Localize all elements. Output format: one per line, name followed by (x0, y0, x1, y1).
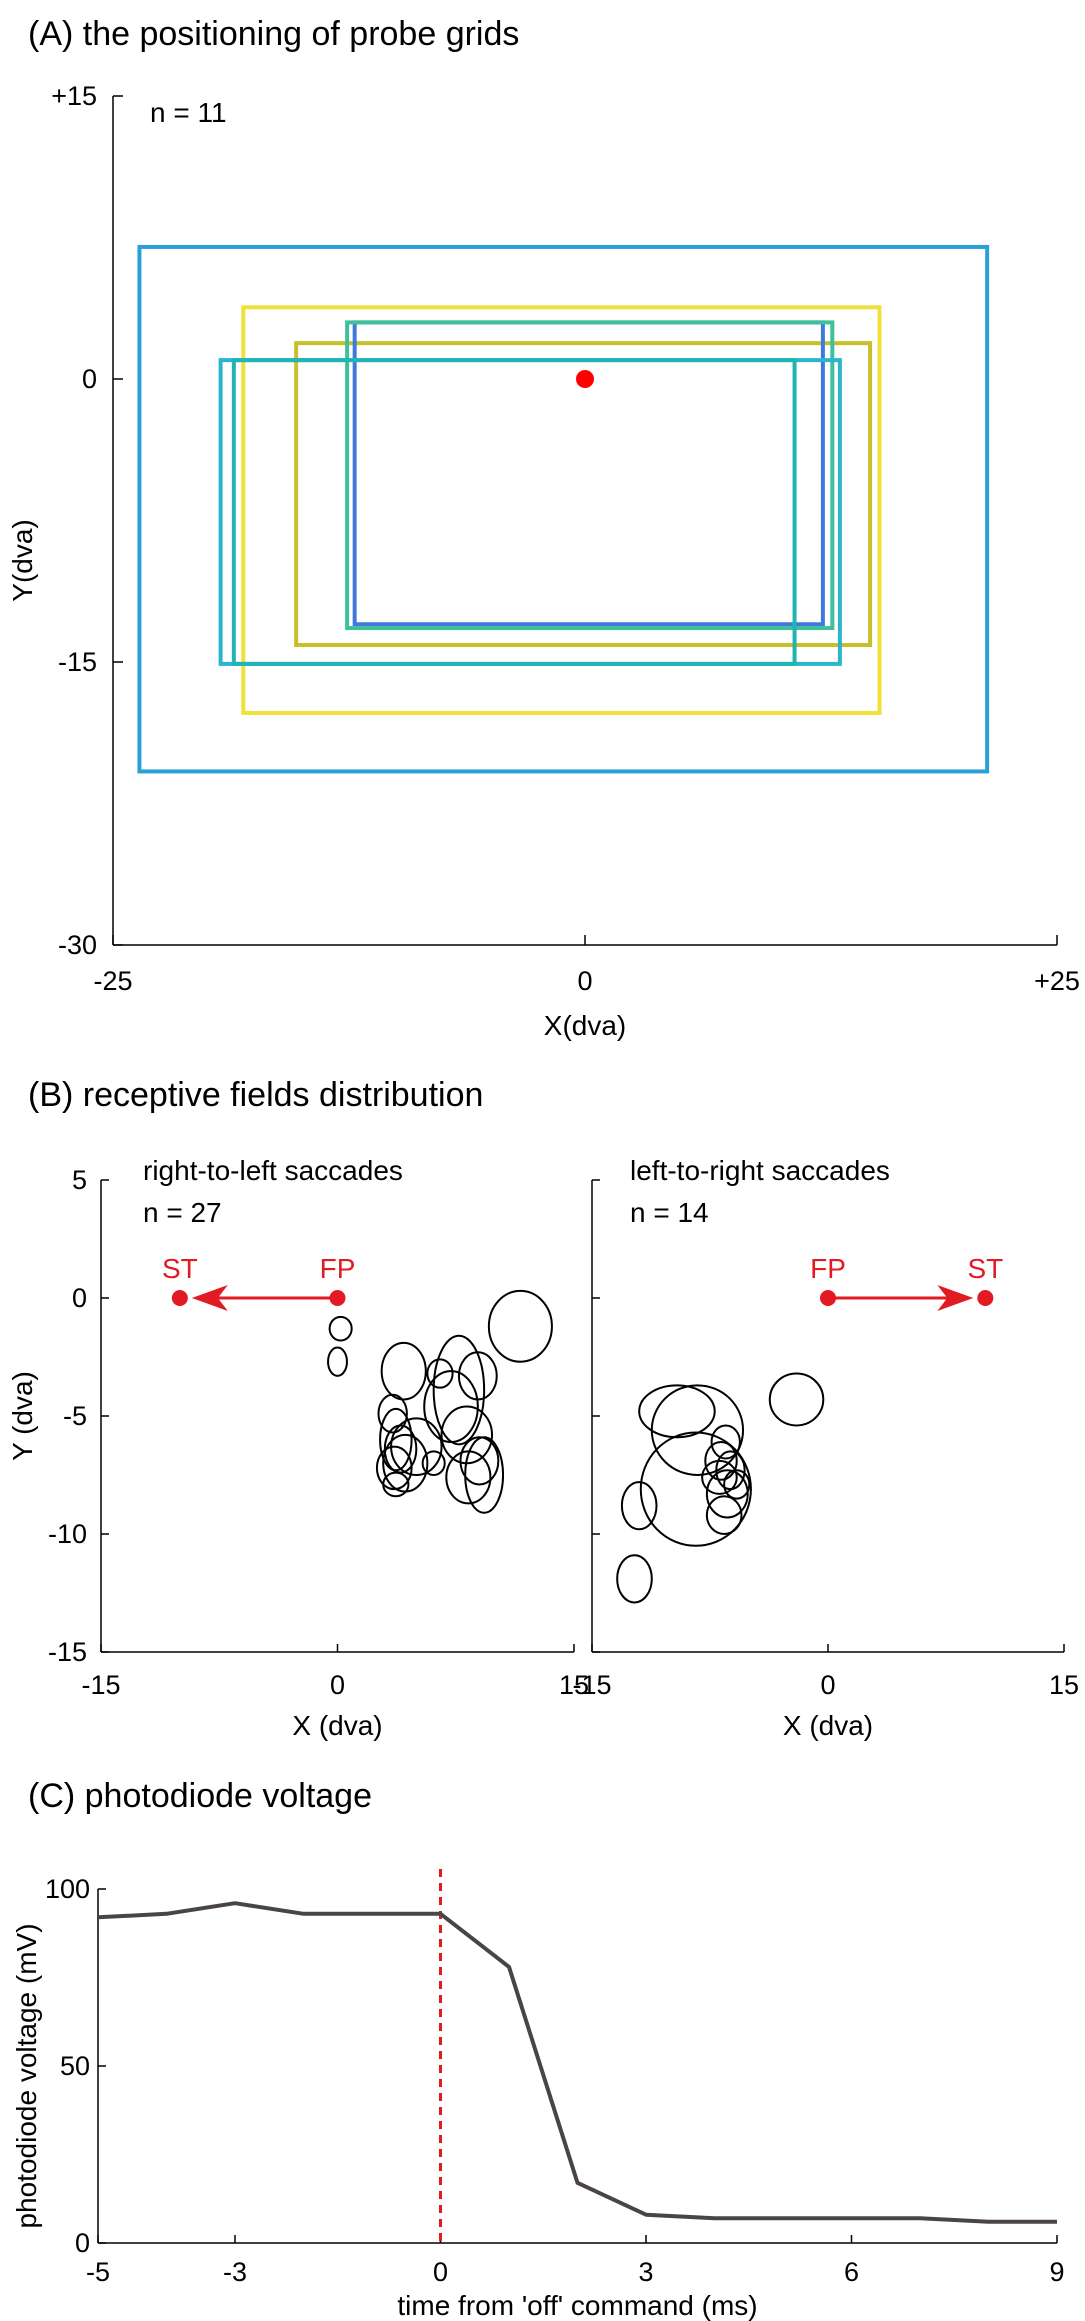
receptive-field-contour (445, 1450, 492, 1505)
sample-count: n = 27 (143, 1197, 222, 1228)
receptive-field-contour (432, 1334, 486, 1446)
receptive-field-contour (426, 1358, 454, 1389)
fixation-point-marker (820, 1290, 836, 1306)
x-tick-label: +25 (1034, 966, 1080, 996)
y-tick-label: -15 (48, 1637, 87, 1667)
probe-grid-rect (345, 320, 835, 631)
saccade-arrow-head (937, 1285, 974, 1311)
x-tick-label: -3 (223, 2257, 247, 2287)
saccade-target-marker (977, 1290, 994, 1306)
x-axis-label: X (dva) (783, 1710, 873, 1741)
probe-grid-rect (352, 320, 825, 627)
receptive-field-contour (382, 1471, 410, 1498)
saccade-target-marker (171, 1290, 188, 1306)
receptive-field-contour (380, 1341, 427, 1401)
probe-grid-rect (218, 358, 842, 666)
x-tick-label: -25 (93, 966, 132, 996)
panel-b-left-to-right: -15 0 15 X (dva) left-to-right saccades n = 1… (572, 1155, 1079, 1741)
fixation-point-label: FP (320, 1253, 356, 1284)
x-tick-label: 3 (638, 2257, 653, 2287)
panel-b-title: (B) receptive fields distribution (28, 1076, 483, 1114)
receptive-field-contour (457, 1351, 498, 1401)
saccade-target-label: ST (967, 1253, 1003, 1284)
panel-c-title: (C) photodiode voltage (28, 1777, 372, 1815)
x-axis-label: X (dva) (292, 1710, 382, 1741)
receptive-field-contour (390, 1417, 443, 1477)
receptive-field-contour (377, 1393, 408, 1434)
sample-count: n = 11 (150, 97, 227, 128)
y-axis-label: photodiode voltage (mV) (11, 1923, 42, 2228)
x-tick-label: 0 (433, 2257, 448, 2287)
panel-b-right-to-left: (B) receptive fields distribution 5 0 -5 -10… (7, 1076, 589, 1741)
probe-grid-rect (294, 341, 873, 648)
x-tick-label: -15 (81, 1670, 120, 1700)
x-tick-label: 6 (844, 2257, 859, 2287)
receptive-field-contour (701, 1459, 738, 1495)
receptive-field-contour (639, 1431, 752, 1547)
y-tick-label: 0 (72, 1283, 87, 1313)
fixation-point-label: FP (810, 1253, 846, 1284)
y-tick-label: -30 (58, 930, 97, 960)
x-axis-label: X(dva) (544, 1010, 626, 1041)
voltage-series-line (97, 1901, 1057, 2224)
x-tick-label: -15 (572, 1670, 611, 1700)
y-tick-label: 0 (82, 364, 97, 394)
x-tick-label: 0 (577, 966, 592, 996)
subplot-title: right-to-left saccades (143, 1155, 403, 1186)
receptive-field-contour (768, 1372, 825, 1427)
receptive-field-contour (705, 1495, 743, 1535)
panel-a: (A) the positioning of probe grids +15 0 -1… (7, 15, 1080, 1041)
y-tick-label: -10 (48, 1519, 87, 1549)
x-tick-label: 9 (1049, 2257, 1064, 2287)
saccade-arrow-head (191, 1285, 228, 1311)
receptive-field-contour (705, 1469, 749, 1519)
x-tick-label: -5 (86, 2257, 110, 2287)
receptive-field-contour (650, 1384, 745, 1477)
y-tick-label: -15 (58, 647, 97, 677)
x-tick-label: 0 (330, 1670, 345, 1700)
y-tick-label: 0 (75, 2228, 90, 2258)
receptive-field-contour (710, 1424, 741, 1460)
receptive-field-contour (620, 1481, 658, 1531)
receptive-field-contour (328, 1315, 353, 1342)
x-tick-label: 15 (559, 1670, 589, 1700)
x-axis-label: time from 'off' command (ms) (397, 2290, 757, 2321)
probe-grid-rect (137, 244, 990, 774)
receptive-field-contour (723, 1469, 751, 1500)
receptive-field-contour (421, 1450, 446, 1476)
y-tick-label: 50 (60, 2051, 90, 2081)
y-axis-label: Y (dva) (7, 1371, 38, 1461)
y-tick-label: +15 (51, 81, 97, 111)
y-tick-label: -5 (63, 1401, 87, 1431)
receptive-field-contour (464, 1436, 505, 1514)
saccade-target-label: ST (162, 1253, 198, 1284)
y-axis-label: Y(dva) (7, 519, 38, 601)
panel-a-title: (A) the positioning of probe grids (28, 15, 519, 53)
receptive-field-contour (638, 1384, 716, 1439)
y-tick-label: 5 (72, 1165, 87, 1195)
receptive-field-contour (375, 1445, 413, 1491)
sample-count: n = 14 (630, 1197, 709, 1228)
x-tick-label: 15 (1049, 1670, 1079, 1700)
subplot-title: left-to-right saccades (630, 1155, 890, 1186)
x-tick-label: 0 (820, 1670, 835, 1700)
y-tick-label: 100 (45, 1874, 90, 1904)
receptive-field-contour (487, 1289, 553, 1363)
receptive-field-contour (327, 1346, 348, 1377)
receptive-field-contour (379, 1407, 413, 1472)
fixation-point (576, 370, 594, 388)
probe-grid-rect (241, 305, 882, 715)
receptive-field-contour (704, 1440, 738, 1481)
receptive-field-contour (423, 1370, 479, 1443)
probe-grid-rect (231, 358, 797, 666)
receptive-field-contour (616, 1554, 653, 1604)
fixation-point-marker (329, 1290, 346, 1306)
